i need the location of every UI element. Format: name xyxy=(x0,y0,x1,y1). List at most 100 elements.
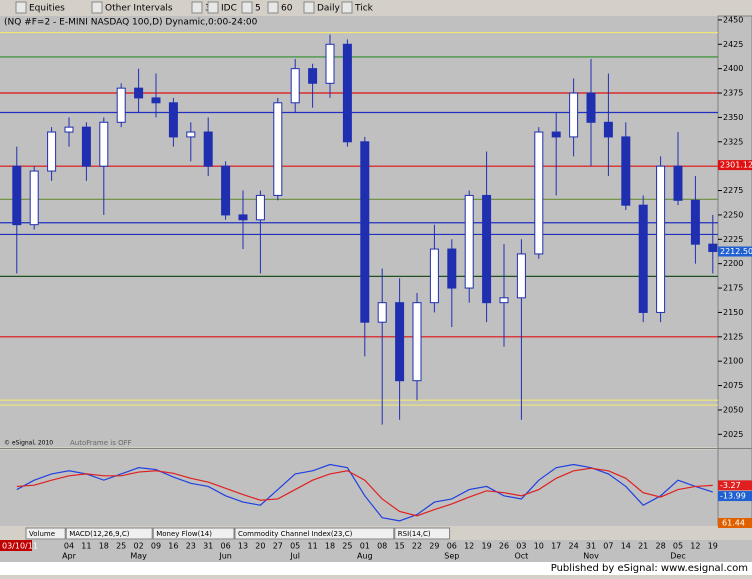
price-tag-label: 2212.50 xyxy=(720,247,752,256)
candle-body xyxy=(290,68,300,104)
x-tick-label: 23 xyxy=(186,542,196,551)
candle-body xyxy=(638,204,648,313)
candle-body xyxy=(586,92,596,123)
candle-body xyxy=(499,297,509,304)
y-tick-label: 2225 xyxy=(723,235,743,244)
candle-body xyxy=(151,97,161,104)
cursor-date-box xyxy=(0,540,32,551)
toolbar-button[interactable] xyxy=(191,1,203,14)
candle-body xyxy=(342,43,352,143)
candle-body xyxy=(238,214,248,221)
x-tick-label: 20 xyxy=(255,542,265,551)
price-panel xyxy=(0,16,718,447)
tab[interactable] xyxy=(152,527,235,540)
tab[interactable] xyxy=(394,527,451,540)
toolbar-button[interactable] xyxy=(303,1,315,14)
candle-body xyxy=(516,253,526,299)
indicator-tag-label: -13.99 xyxy=(720,492,746,501)
candle-body xyxy=(308,68,318,84)
x-tick-label: 19 xyxy=(482,542,492,551)
toolbar-button[interactable] xyxy=(241,1,253,14)
rsi-tag-label: 61.44 xyxy=(722,519,745,528)
candle-body xyxy=(690,199,700,245)
price-tag-label: 2301.12 xyxy=(720,161,752,170)
candle-body xyxy=(47,131,57,172)
candle-body xyxy=(377,302,387,323)
toolbar-label[interactable]: 60 xyxy=(281,4,293,14)
candle-body xyxy=(273,102,283,196)
candle-body xyxy=(412,302,422,382)
toolbar-button[interactable] xyxy=(91,1,103,14)
x-tick-label: 11 xyxy=(81,542,91,551)
y-tick-label: 2175 xyxy=(723,284,743,293)
candle-body xyxy=(621,136,631,206)
toolbar-label[interactable]: Other Intervals xyxy=(105,4,173,14)
indicator-line xyxy=(16,463,713,522)
toolbar-button[interactable] xyxy=(207,1,219,14)
tab[interactable] xyxy=(234,527,395,540)
toolbar-label[interactable]: 5 xyxy=(255,4,261,14)
toolbar-label[interactable]: Equities xyxy=(29,4,65,14)
candle-body xyxy=(325,43,335,84)
tab-label[interactable]: Commodity Channel Index(23,C) xyxy=(238,530,353,538)
x-tick-label: 12 xyxy=(464,542,474,551)
x-tick-label: 18 xyxy=(325,542,335,551)
tab-label[interactable]: Volume xyxy=(29,530,55,538)
y-tick-label: 2450 xyxy=(723,15,743,24)
x-tick-label: 25 xyxy=(342,542,352,551)
candle-body xyxy=(134,87,144,99)
tab[interactable] xyxy=(65,527,153,540)
candle-body xyxy=(64,126,74,133)
month-label: Jun xyxy=(218,552,232,561)
y-tick-label: 2400 xyxy=(723,64,743,73)
x-tick-label: 13 xyxy=(238,542,248,551)
x-tick-label: 24 xyxy=(569,542,579,551)
tab-label[interactable]: RSI(14,C) xyxy=(398,530,431,538)
indicator-panel xyxy=(0,450,718,526)
y-tick-label: 2325 xyxy=(723,137,743,146)
x-tick-label: 19 xyxy=(708,542,718,551)
x-tick-label: 26 xyxy=(499,542,509,551)
tab[interactable] xyxy=(25,527,66,540)
candle-body xyxy=(221,165,231,216)
indicator-tag-label: -3.27 xyxy=(720,481,741,490)
x-tick-label: 06 xyxy=(447,542,457,551)
x-tick-label: 02 xyxy=(134,542,144,551)
candle-body xyxy=(116,87,126,123)
candle-body xyxy=(360,141,370,323)
y-tick-label: 2150 xyxy=(723,308,743,317)
x-tick-label: 01 xyxy=(360,542,370,551)
month-label: May xyxy=(130,552,147,561)
y-tick-label: 2025 xyxy=(723,430,743,439)
candle-body xyxy=(447,248,457,289)
y-tick-label: 2100 xyxy=(723,357,743,366)
candle-body xyxy=(569,92,579,138)
toolbar-label[interactable]: Tick xyxy=(354,4,374,14)
toolbar-button[interactable] xyxy=(341,1,353,14)
x-tick-label: 16 xyxy=(168,542,178,551)
candle-body xyxy=(29,170,39,226)
toolbar-label[interactable]: Daily xyxy=(317,4,340,14)
candle-body xyxy=(429,248,439,304)
x-tick-label: 03 xyxy=(516,542,526,551)
toolbar-label[interactable]: IDC xyxy=(221,4,237,14)
month-label: Sep xyxy=(444,552,459,561)
x-tick-label: 04 xyxy=(64,542,74,551)
tab-label[interactable]: MACD(12,26,9,C) xyxy=(69,530,130,538)
month-label: Apr xyxy=(62,552,77,561)
x-tick-label: 18 xyxy=(99,542,109,551)
indicator-tag xyxy=(718,491,752,502)
candle-body xyxy=(255,194,265,221)
toolbar-button[interactable] xyxy=(15,1,27,14)
toolbar xyxy=(0,0,752,16)
x-tick-label: 31 xyxy=(586,542,596,551)
candle-body xyxy=(482,194,492,304)
x-tick-label: 22 xyxy=(412,542,422,551)
tab-label[interactable]: Money Flow(14) xyxy=(156,530,212,538)
x-tick-label: 11 xyxy=(308,542,318,551)
y-tick-label: 2375 xyxy=(723,89,743,98)
month-label: Oct xyxy=(514,552,528,561)
toolbar-button[interactable] xyxy=(267,1,279,14)
indicator-line xyxy=(16,467,713,517)
